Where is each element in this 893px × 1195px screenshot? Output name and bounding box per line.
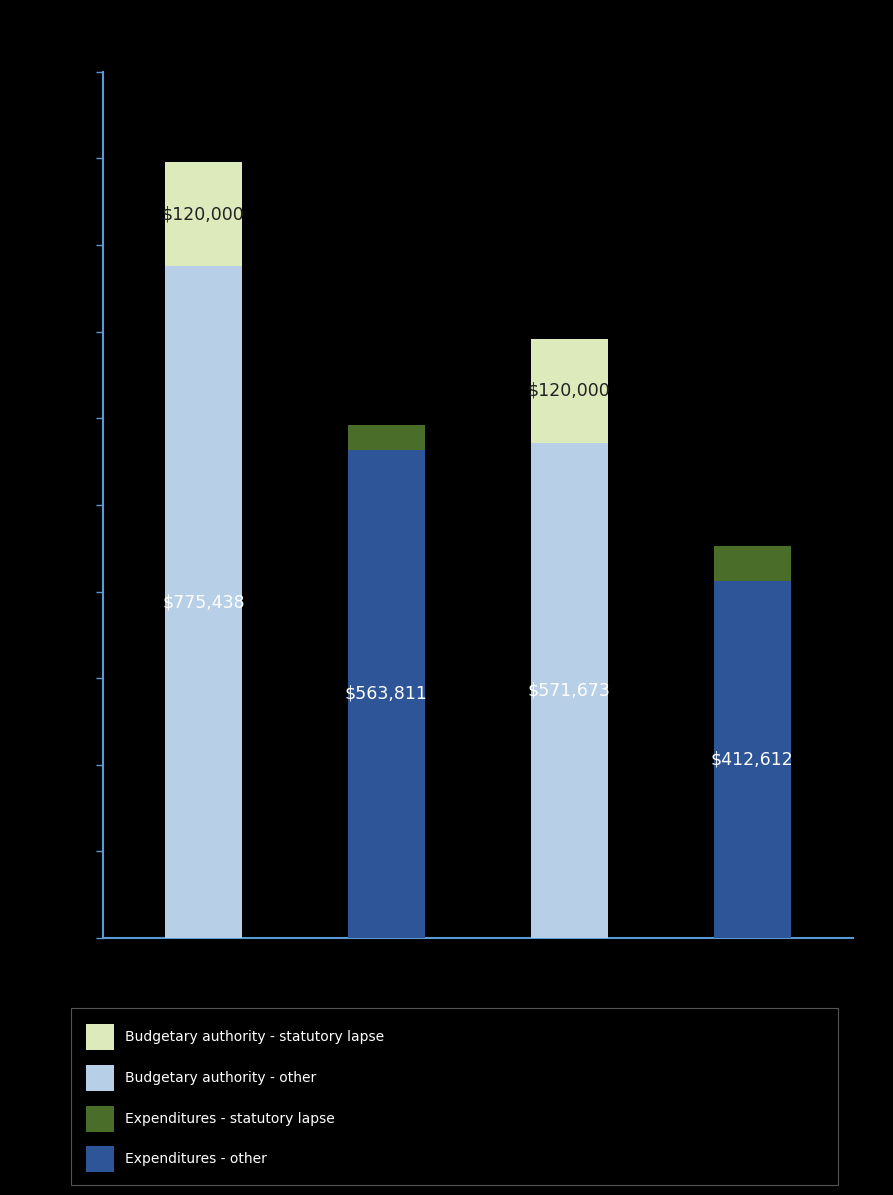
- Text: $563,811: $563,811: [345, 685, 428, 703]
- Bar: [348, 425, 425, 449]
- Bar: [87, 1065, 113, 1091]
- Bar: [530, 339, 607, 443]
- Bar: [87, 1146, 113, 1172]
- Text: $120,000: $120,000: [528, 382, 611, 400]
- Bar: [87, 1105, 113, 1132]
- Text: $571,673: $571,673: [528, 681, 611, 699]
- Bar: [165, 266, 242, 938]
- Bar: [87, 1024, 113, 1050]
- Bar: [530, 443, 607, 938]
- Bar: [714, 581, 790, 938]
- Text: Expenditures - statutory lapse: Expenditures - statutory lapse: [125, 1111, 335, 1126]
- Text: $775,438: $775,438: [162, 593, 245, 611]
- Text: Expenditures - other: Expenditures - other: [125, 1152, 267, 1166]
- Text: $120,000: $120,000: [162, 206, 245, 223]
- Text: Budgetary authority - statutory lapse: Budgetary authority - statutory lapse: [125, 1030, 384, 1044]
- Text: $412,612: $412,612: [711, 750, 794, 768]
- Bar: [165, 163, 242, 266]
- Bar: [714, 546, 790, 581]
- FancyBboxPatch shape: [71, 1007, 839, 1185]
- Bar: [348, 449, 425, 938]
- Text: Budgetary authority - other: Budgetary authority - other: [125, 1071, 316, 1085]
